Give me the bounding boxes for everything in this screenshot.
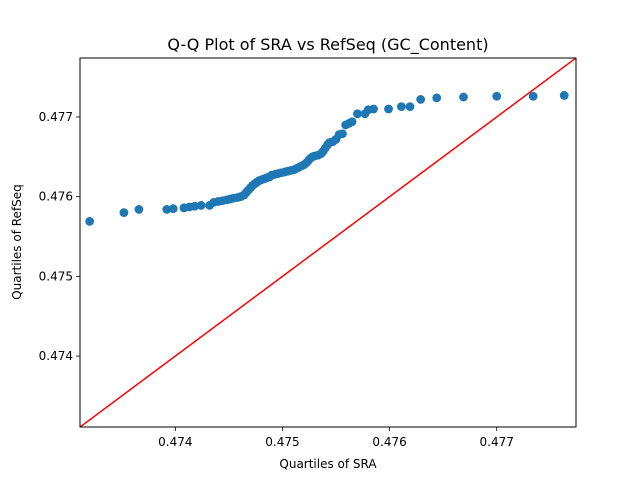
data-point bbox=[190, 201, 200, 211]
reference-line-layer bbox=[80, 58, 576, 427]
data-point bbox=[168, 204, 178, 214]
x-tick-label: 0.474 bbox=[158, 435, 192, 449]
x-tick-label: 0.475 bbox=[265, 435, 299, 449]
data-point bbox=[492, 91, 502, 101]
data-point bbox=[353, 109, 362, 119]
data-point bbox=[559, 91, 569, 100]
data-point bbox=[196, 201, 206, 210]
data-point bbox=[405, 102, 415, 112]
reference-line bbox=[80, 58, 576, 427]
data-point bbox=[384, 104, 393, 114]
data-point bbox=[162, 205, 172, 214]
y-tick-label: 0.475 bbox=[39, 269, 73, 283]
y-tick-label: 0.477 bbox=[39, 110, 73, 124]
data-point bbox=[432, 93, 442, 103]
x-axis: 0.474 0.475 0.476 0.477 bbox=[158, 427, 514, 449]
plot-frame bbox=[79, 57, 577, 428]
y-tick-label: 0.474 bbox=[39, 349, 73, 363]
data-point bbox=[396, 102, 406, 112]
x-tick-label: 0.476 bbox=[372, 435, 406, 449]
data-point bbox=[369, 104, 378, 114]
data-point bbox=[338, 129, 347, 139]
data-points bbox=[85, 91, 569, 226]
data-point bbox=[119, 208, 129, 218]
y-axis: 0.474 0.475 0.476 0.477 bbox=[39, 110, 80, 363]
data-point bbox=[416, 95, 426, 104]
data-point bbox=[134, 205, 144, 214]
data-point bbox=[347, 117, 357, 127]
x-tick-label: 0.477 bbox=[480, 435, 514, 449]
data-point bbox=[459, 92, 468, 102]
y-axis-label: Quartiles of RefSeq bbox=[10, 184, 24, 300]
data-point bbox=[85, 216, 95, 226]
chart-title: Q-Q Plot of SRA vs RefSeq (GC_Content) bbox=[167, 35, 488, 55]
x-axis-label: Quartiles of SRA bbox=[279, 457, 377, 471]
y-tick-label: 0.476 bbox=[39, 190, 73, 204]
data-point bbox=[528, 91, 538, 101]
